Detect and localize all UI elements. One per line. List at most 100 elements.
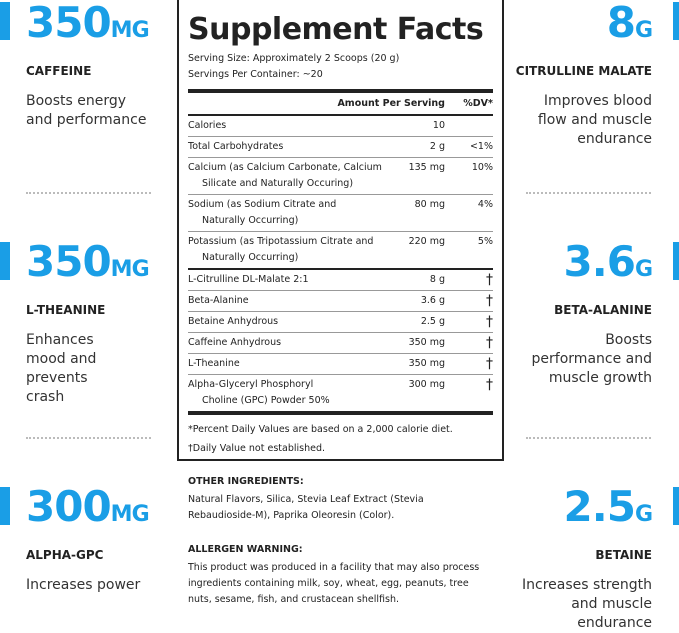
panel-title: Supplement Facts — [188, 12, 484, 47]
nutrient-amount: 8 g — [429, 274, 445, 285]
nutrient-name: Betaine Anhydrous — [188, 314, 383, 330]
supplement-facts-panel: Supplement Facts Serving Size: Approxima… — [177, 0, 504, 461]
nutrient-name-line: L-Citrulline DL-Malate 2:1 — [188, 274, 309, 285]
table-row: Sodium (as Sodium Citrate and Naturally O… — [188, 195, 493, 232]
stat-label: L-THEANINE — [26, 303, 106, 317]
stat-value: 350 — [26, 237, 112, 286]
stat-desc: Increases strength and muscle endurance — [522, 577, 652, 631]
nutrient-name-line: Potassium (as Tripotassium Citrate and — [188, 236, 374, 247]
nutrient-dv: † — [486, 356, 493, 372]
stat-beta-alanine: 3.6G BETA-ALANINE Boosts performance and m… — [505, 241, 653, 388]
accent-bar — [673, 487, 679, 525]
stat-label: CAFFEINE — [26, 64, 92, 78]
accent-bar — [673, 242, 679, 280]
nutrient-dv — [445, 118, 493, 134]
nutrient-name: Beta-Alanine — [188, 293, 383, 309]
nutrient-dv: 10% — [471, 162, 493, 173]
stat-label: CITRULLINE MALATE — [515, 64, 652, 78]
nutrient-name-line: Beta-Alanine — [188, 295, 249, 306]
nutrient-dv: † — [486, 377, 493, 393]
nutrient-name-line: Naturally Occurring) — [202, 215, 299, 226]
divider — [26, 192, 151, 194]
table-row: L-Citrulline DL-Malate 2:1 8 g † — [188, 270, 493, 291]
nutrient-name: Alpha-Glyceryl Phosphoryl Choline (GPC) P… — [188, 377, 383, 409]
nutrient-name: Potassium (as Tripotassium Citrate and Na… — [188, 234, 383, 266]
nutrient-dv: <1% — [469, 141, 493, 152]
table-row: Beta-Alanine 3.6 g † — [188, 291, 493, 312]
stat-value: 300 — [26, 482, 112, 531]
table-row: Potassium (as Tripotassium Citrate and Na… — [188, 232, 493, 270]
table-row: Total Carbohydrates 2 g <1% — [188, 137, 493, 158]
servings-per-container: Servings Per Container: ~20 — [188, 69, 323, 80]
stat-desc: Boosts performance and muscle growth — [531, 332, 652, 386]
stat-label: ALPHA-GPC — [26, 548, 104, 562]
nutrient-amount: 10 — [432, 120, 445, 131]
divider — [526, 437, 651, 439]
nutrient-name-line: Alpha-Glyceryl Phosphoryl — [188, 379, 314, 390]
nutrient-name-line: Sodium (as Sodium Citrate and — [188, 199, 337, 210]
other-ingredients-title: OTHER INGREDIENTS: — [188, 476, 304, 487]
col-dv: %DV* — [463, 98, 493, 109]
footnote-dv: *Percent Daily Values are based on a 2,0… — [188, 424, 453, 435]
nutrient-amount: 2 g — [429, 141, 445, 152]
col-amount: Amount Per Serving — [337, 98, 445, 109]
other-ingredients: OTHER INGREDIENTS: Natural Flavors, Silic… — [188, 474, 488, 524]
stat-desc: Increases power — [26, 577, 141, 593]
nutrient-amount: 135 mg — [408, 162, 445, 173]
table-row: Betaine Anhydrous 2.5 g † — [188, 312, 493, 333]
stat-caffeine: 350MG CAFFEINE Boosts energy and performan… — [0, 2, 175, 130]
allergen-title: ALLERGEN WARNING: — [188, 544, 303, 555]
stat-value: 8 — [606, 0, 636, 47]
nutrient-name-line: Betaine Anhydrous — [188, 316, 279, 327]
stat-desc: Boosts energy and performance — [26, 93, 147, 128]
nutrient-amount: 300 mg — [408, 379, 445, 390]
other-ingredients-text: Natural Flavors, Silica, Stevia Leaf Ext… — [188, 494, 424, 521]
nutrient-name: L-Citrulline DL-Malate 2:1 — [188, 272, 383, 288]
nutrient-name-line: L-Theanine — [188, 358, 240, 369]
stat-value: 3.6 — [563, 237, 636, 286]
stat-value: 350 — [26, 0, 112, 47]
stat-label: BETAINE — [595, 548, 652, 562]
nutrient-amount: 2.5 g — [420, 316, 445, 327]
table-row: Alpha-Glyceryl Phosphoryl Choline (GPC) P… — [188, 375, 493, 415]
nutrient-amount: 220 mg — [408, 236, 445, 247]
table-row: L-Theanine 350 mg † — [188, 354, 493, 375]
stat-desc: Enhances mood and prevents crash — [26, 332, 97, 405]
allergen-warning: ALLERGEN WARNING: This product was produc… — [188, 542, 488, 608]
nutrient-dv: † — [486, 272, 493, 288]
nutrient-dv: 5% — [477, 236, 493, 247]
nutrient-amount: 80 mg — [414, 199, 445, 210]
table-row: Calories 10 — [188, 116, 493, 137]
nutrient-amount: 3.6 g — [420, 295, 445, 306]
accent-bar — [0, 487, 10, 525]
nutrient-dv: 4% — [477, 199, 493, 210]
nutrient-name-line: Total Carbohydrates — [188, 141, 284, 152]
nutrient-name: L-Theanine — [188, 356, 383, 372]
stat-alpha-gpc: 300MG ALPHA-GPC Increases power — [0, 486, 175, 595]
nutrient-name: Calories — [188, 118, 383, 134]
divider — [188, 89, 493, 93]
table-header: Amount Per Serving %DV* — [188, 93, 493, 116]
accent-bar — [0, 242, 10, 280]
table-row: Calcium (as Calcium Carbonate, Calcium Si… — [188, 158, 493, 195]
stat-label: BETA-ALANINE — [554, 303, 652, 317]
nutrient-name: Sodium (as Sodium Citrate and Naturally O… — [188, 197, 383, 229]
nutrient-name-line: Caffeine Anhydrous — [188, 337, 282, 348]
stat-unit: G — [634, 18, 653, 43]
footnote-dagger: †Daily Value not established. — [188, 443, 326, 454]
nutrient-dv: † — [486, 335, 493, 351]
nutrient-name-line: Calories — [188, 120, 227, 131]
divider — [526, 192, 651, 194]
nutrient-name: Total Carbohydrates — [188, 139, 383, 155]
stat-unit: G — [634, 257, 653, 282]
nutrient-name-line: Choline (GPC) Powder 50% — [202, 395, 330, 406]
serving-size: Serving Size: Approximately 2 Scoops (20… — [188, 53, 400, 64]
nutrient-name-line: Naturally Occurring) — [202, 252, 299, 263]
nutrient-amount: 350 mg — [408, 358, 445, 369]
nutrient-name: Calcium (as Calcium Carbonate, Calcium Si… — [188, 160, 383, 192]
stat-unit: MG — [110, 257, 150, 282]
accent-bar — [673, 2, 679, 40]
nutrient-name-line: Silicate and Naturally Occuring) — [202, 178, 354, 189]
table-row: Caffeine Anhydrous 350 mg † — [188, 333, 493, 354]
nutrient-name: Caffeine Anhydrous — [188, 335, 383, 351]
